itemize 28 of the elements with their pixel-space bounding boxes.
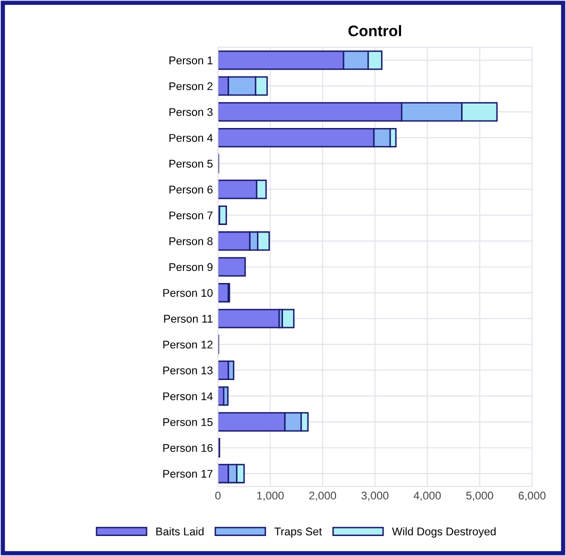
y-tick-label: Person 1 [169, 56, 213, 64]
x-tick-label: 2,000 [309, 492, 336, 501]
chart-title: Control [348, 25, 402, 36]
y-tick-label: Person 2 [169, 82, 212, 90]
y-tick-label: Person 15 [163, 418, 213, 426]
y-tick-label: Person 11 [164, 314, 213, 323]
y-tick-label: Person 17 [163, 470, 212, 478]
y-tick-label: Person 13 [163, 366, 213, 374]
x-tick-label: 0 [215, 492, 221, 500]
legend-label: Wild Dogs Destroyed [392, 527, 496, 538]
y-tick-label: Person 12 [163, 340, 212, 349]
y-tick-label: Person 14 [163, 392, 213, 400]
y-tick-label: Person 7 [169, 212, 212, 220]
y-tick-label: Person 8 [169, 237, 213, 246]
y-tick-label: Person 4 [169, 134, 213, 142]
x-tick-label: 4,000 [414, 492, 441, 501]
y-tick-label: Person 9 [169, 263, 213, 272]
x-tick-label: 3,000 [362, 492, 388, 501]
y-tick-label: Person 10 [163, 288, 213, 297]
x-tick-label: 5,000 [466, 492, 494, 501]
y-tick-label: Person 6 [169, 186, 213, 194]
legend-label: Traps Set [274, 528, 322, 538]
y-tick-label: Person 16 [163, 444, 213, 452]
x-tick-label: 6,000 [518, 492, 546, 501]
y-tick-label: Person 5 [169, 160, 213, 168]
y-tick-label: Person 3 [169, 108, 213, 116]
legend-label: Baits Laid [156, 527, 204, 536]
x-tick-label: 1,000 [257, 492, 284, 501]
